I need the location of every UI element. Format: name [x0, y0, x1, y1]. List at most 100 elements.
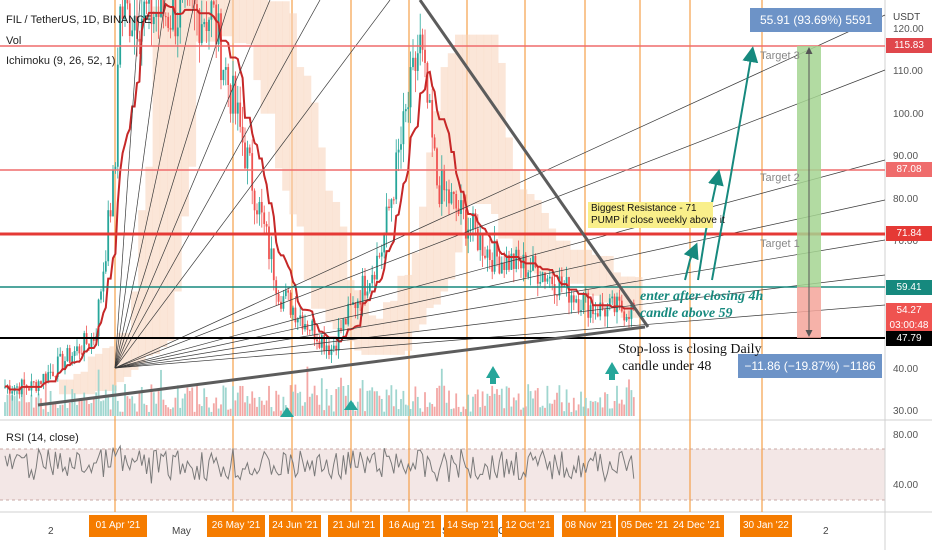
volume-bar	[40, 398, 42, 416]
candle-body	[335, 345, 338, 351]
candle-body	[263, 212, 266, 224]
volume-bar	[613, 400, 616, 416]
cloud-segment	[361, 292, 369, 355]
candle-body	[92, 337, 95, 341]
cloud-segment	[635, 277, 643, 318]
volume-bar	[128, 398, 131, 416]
volume-bar	[438, 385, 441, 416]
volume-bar	[347, 385, 350, 416]
candle-body	[80, 353, 83, 355]
volume-bar	[169, 409, 172, 416]
volume-bar	[577, 404, 580, 416]
volume-bar	[335, 389, 338, 416]
price-tag: 71.84	[886, 226, 932, 241]
candle-body	[104, 261, 107, 272]
price-tick: 80.00	[893, 193, 919, 205]
target-gain-label: 55.91 (93.69%) 5591	[750, 8, 882, 32]
candle-body	[359, 300, 362, 305]
candle-body	[246, 147, 249, 169]
volume-bar	[112, 384, 114, 416]
volume-bar	[359, 388, 362, 416]
volume-bar	[529, 391, 532, 416]
candle-body	[66, 348, 69, 362]
volume-bar	[104, 389, 107, 416]
volume-bar	[289, 385, 292, 416]
time-tick-highlighted: 05 Dec '21	[618, 515, 672, 537]
volume-bar	[188, 390, 191, 416]
candle-body	[347, 303, 350, 325]
cloud-segment	[599, 255, 607, 303]
candle-body	[16, 386, 18, 388]
candle-body	[294, 307, 297, 323]
volume-bar	[18, 401, 21, 416]
candle-body	[73, 351, 76, 356]
volume-bar	[380, 398, 383, 416]
candle-body	[546, 278, 549, 282]
volume-bar	[546, 385, 549, 416]
candle-body	[109, 210, 112, 217]
candle-body	[320, 335, 323, 348]
candle-body	[428, 100, 431, 103]
volume-bar	[414, 386, 417, 416]
candle-body	[152, 16, 155, 25]
cloud-segment	[80, 371, 89, 395]
rsi-tick: 40.00	[893, 480, 919, 491]
volume-bar	[268, 385, 270, 416]
candle-body	[366, 291, 369, 296]
time-tick-highlighted: 30 Jan '22	[740, 515, 792, 537]
volume-bar	[395, 389, 398, 416]
volume-bar	[232, 386, 234, 416]
volume-bar	[428, 402, 431, 416]
cloud-segment	[289, 13, 297, 215]
volume-bar	[356, 401, 359, 416]
candle-body	[524, 254, 527, 277]
volume-bar	[452, 408, 455, 416]
candle-body	[541, 272, 544, 282]
volume-bar	[124, 384, 126, 416]
candle-body	[224, 67, 227, 70]
candle-body	[404, 109, 407, 112]
volume-bar	[592, 401, 594, 416]
candle-body	[464, 209, 467, 239]
cloud-segment	[325, 190, 333, 323]
candle-body	[76, 346, 78, 352]
volume-bar	[457, 406, 460, 416]
candle-body	[484, 255, 486, 258]
candle-body	[469, 229, 472, 231]
candle-body	[400, 144, 402, 150]
cloud-segment	[390, 300, 398, 355]
candle-body	[131, 30, 134, 37]
candle-body	[623, 311, 626, 321]
volume-bar	[445, 402, 448, 416]
candle-body	[138, 38, 141, 42]
volume-bar	[512, 397, 515, 416]
price-tick: 120.00	[893, 24, 924, 35]
volume-bar	[496, 389, 498, 416]
volume-bar	[426, 406, 429, 416]
time-tick-highlighted: 14 Sep '21	[444, 515, 498, 537]
volume-bar	[474, 394, 477, 416]
volume-bar	[44, 373, 47, 416]
kijun-line	[4, 2, 634, 391]
candle-body	[517, 249, 520, 261]
volume-bar	[47, 411, 50, 416]
fan-line	[114, 0, 271, 369]
cloud-segment	[462, 34, 470, 209]
candle-body	[162, 0, 165, 17]
candle-body	[11, 391, 14, 394]
cloud-segment	[534, 200, 542, 274]
candle-body	[592, 305, 594, 315]
price-tick: 40.00	[893, 363, 919, 375]
candle-body	[143, 1, 146, 19]
candle-body	[126, 0, 129, 4]
fan-line	[114, 0, 141, 369]
volume-bar	[42, 409, 45, 416]
volume-bar	[608, 408, 611, 416]
volume-bar	[191, 387, 194, 416]
volume-bar	[78, 399, 81, 416]
stop-note-line2: candle under 48	[622, 359, 712, 374]
candle-body	[272, 248, 275, 281]
candle-body	[227, 67, 230, 85]
